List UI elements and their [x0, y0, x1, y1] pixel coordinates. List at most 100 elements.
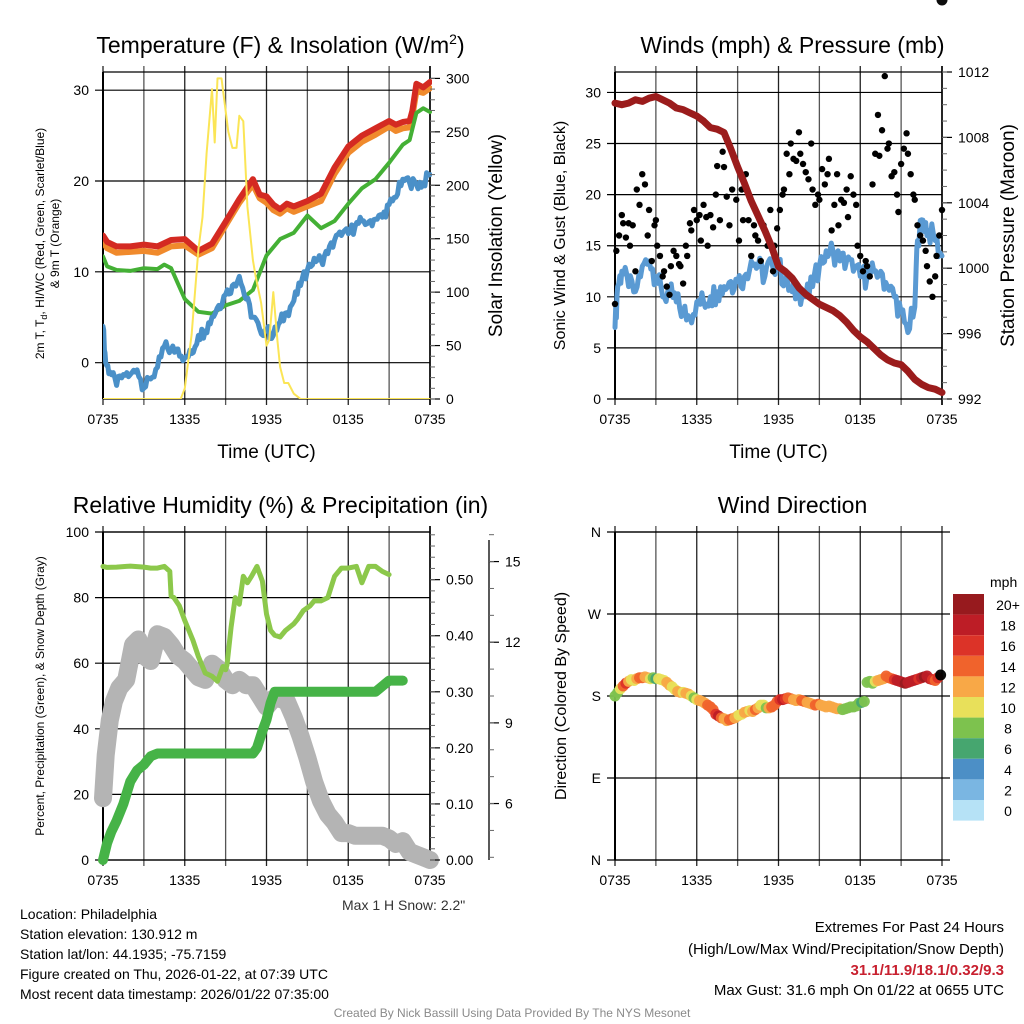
x-tick-label: 0735 — [87, 872, 118, 888]
colorbar-label: 8 — [1004, 721, 1012, 737]
y-tick-label: W — [588, 606, 602, 622]
gust-point — [900, 145, 908, 152]
x-tick-label: 0735 — [599, 872, 630, 888]
gust-point — [690, 206, 698, 214]
gust-point — [712, 191, 720, 198]
y-tick-label: 10 — [585, 289, 601, 305]
gust-point — [799, 160, 807, 168]
gust-point — [639, 170, 646, 178]
elevation-text: Station elevation: 130.912 m — [20, 926, 198, 942]
gust-point — [936, 232, 943, 239]
gust-point — [780, 186, 788, 193]
y-tick-label: 10 — [73, 264, 89, 280]
gust-point — [852, 201, 860, 209]
gust-point — [618, 211, 626, 219]
gust-point — [808, 140, 815, 147]
gust-point — [626, 242, 634, 249]
right-tick-label: 0.20 — [446, 740, 473, 756]
extremes-values: 31.1/11.9/18.1/0.32/9.3 — [850, 962, 1004, 979]
series-9m-t — [103, 85, 432, 258]
x-tick-label: 0135 — [845, 872, 876, 888]
right-tick-label: 0.10 — [446, 796, 473, 812]
gust-point — [613, 247, 620, 255]
x-tick-label: 1935 — [763, 411, 794, 427]
gust-point — [684, 252, 691, 260]
colorbar-label: 18 — [1000, 618, 1016, 634]
gust-point — [914, 222, 921, 229]
gust-point — [895, 208, 902, 216]
gust-point — [922, 247, 929, 255]
colorbar-label: 16 — [1000, 638, 1016, 654]
gust-point — [863, 262, 871, 270]
colorbar-label: 6 — [1004, 741, 1012, 757]
gust-point — [833, 170, 841, 178]
series-relative-humidity — [100, 563, 392, 684]
y-tick-label: 40 — [73, 721, 89, 737]
y-tick-label: 15 — [585, 238, 601, 254]
gust-point — [667, 262, 675, 270]
gust-point — [926, 278, 933, 285]
y-tick-label: N — [591, 852, 601, 868]
right-tick-label: 1012 — [958, 64, 989, 80]
gust-point — [739, 216, 747, 224]
gust-point — [854, 242, 861, 249]
x-tick-label: 0735 — [414, 411, 445, 427]
chart-title: Winds (mph) & Pressure (mb) — [640, 32, 944, 58]
colorbar-label: 14 — [1000, 659, 1016, 675]
y-tick-label: S — [592, 688, 601, 704]
right-tick-label: 0.40 — [446, 628, 473, 644]
gust-point — [666, 291, 673, 298]
chart-title: Wind Direction — [718, 492, 868, 518]
colorbar-label: 10 — [1000, 700, 1016, 716]
x-tick-label: 0735 — [599, 411, 630, 427]
series-dew-point — [103, 106, 432, 316]
x-tick-label: 0135 — [845, 411, 876, 427]
gust-point — [818, 165, 826, 173]
right-tick-label: 0 — [446, 391, 454, 407]
temperature-panel: 0 10 20 30 0735 1335 1935 0135 0735 Temperature (… — [33, 31, 507, 463]
series-solar-insolation — [103, 77, 431, 399]
gust-point — [917, 232, 924, 239]
chart-title: Relative Humidity (%) & Precipitation (i… — [73, 492, 488, 518]
gust-point — [622, 234, 630, 241]
x-tick-label: 0735 — [87, 411, 118, 427]
gust-point — [850, 191, 857, 198]
gust-point — [847, 173, 854, 180]
gust-point — [816, 196, 823, 203]
x-tick-label: 1335 — [681, 872, 712, 888]
right-tick-label: 0.50 — [446, 572, 473, 588]
station-info: Location: Philadelphia Station elevation… — [20, 904, 329, 1004]
right-tick-label: 15 — [505, 554, 521, 570]
y-axis-title: Sonic Wind & Gust (Blue, Black) — [552, 121, 569, 350]
credit-line: Created By Nick Bassill Using Data Provi… — [333, 1006, 691, 1020]
gust-point — [659, 273, 666, 280]
series-snow-depth — [94, 625, 439, 869]
gust-point — [745, 216, 752, 224]
colorbar-label: 4 — [1004, 762, 1012, 778]
gust-point — [645, 206, 653, 214]
right-tick-label: 1004 — [958, 195, 989, 211]
right-tick-label: 1008 — [958, 129, 989, 145]
y-tick-label: E — [592, 770, 601, 786]
right-tick-label: 9 — [505, 715, 513, 731]
gust-point — [787, 140, 794, 147]
gust-point — [767, 206, 774, 214]
gust-point — [911, 196, 918, 203]
gust-point — [802, 168, 809, 176]
right-tick-label: 6 — [505, 796, 513, 812]
direction-point — [858, 695, 870, 707]
gust-point — [931, 273, 939, 280]
y-tick-label: 20 — [73, 786, 89, 802]
max-gust-text: Max Gust: 31.6 mph On 01/22 at 0655 UTC — [713, 982, 1004, 999]
y-axis-title: Percent, Precipitation (Green), & Snow D… — [33, 556, 47, 835]
gust-point — [814, 191, 822, 198]
x-tick-label: 0735 — [414, 872, 445, 888]
x-tick-label: 0135 — [333, 411, 364, 427]
y-axis-title: 2m T, Td, HI/WC (Red, Green, Scarlet/Blu… — [33, 128, 49, 359]
colorbar-label: 2 — [1004, 782, 1012, 798]
gust-point — [831, 201, 838, 209]
gust-point — [904, 150, 912, 157]
gust-point — [779, 191, 786, 198]
gust-point — [821, 181, 829, 188]
winds-series — [611, 72, 946, 396]
